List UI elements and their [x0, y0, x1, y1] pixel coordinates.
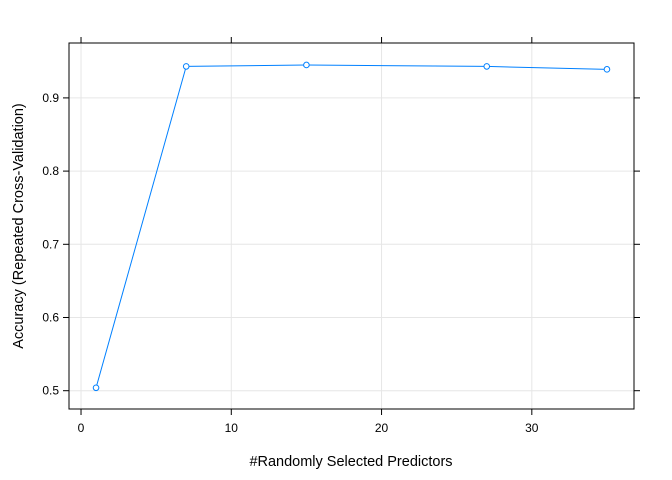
data-point [603, 66, 611, 73]
x-tick-label: 10 [225, 421, 239, 435]
y-tick-label: 0.5 [42, 384, 59, 398]
grid [69, 43, 634, 409]
y-tick-label: 0.9 [42, 91, 59, 105]
axis-ticks: 0 10 20 30 0.5 0.6 0.7 0.8 0.9 [42, 37, 640, 435]
plot-frame [68, 42, 635, 410]
x-tick-label: 20 [375, 421, 389, 435]
x-tick-label: 0 [78, 421, 85, 435]
data-point [92, 384, 100, 392]
x-tick-label: 30 [525, 421, 539, 435]
y-tick-label: 0.6 [42, 311, 59, 325]
y-tick-label: 0.8 [42, 164, 59, 178]
data-point [182, 63, 190, 70]
series-layer [92, 61, 611, 392]
x-axis-title: #Randomly Selected Predictors [249, 454, 452, 470]
y-axis-title: Accuracy (Repeated Cross-Validation) [11, 103, 27, 349]
data-point [303, 61, 310, 69]
series-line [95, 64, 607, 388]
y-tick-label: 0.7 [42, 237, 59, 251]
data-point [483, 63, 491, 70]
